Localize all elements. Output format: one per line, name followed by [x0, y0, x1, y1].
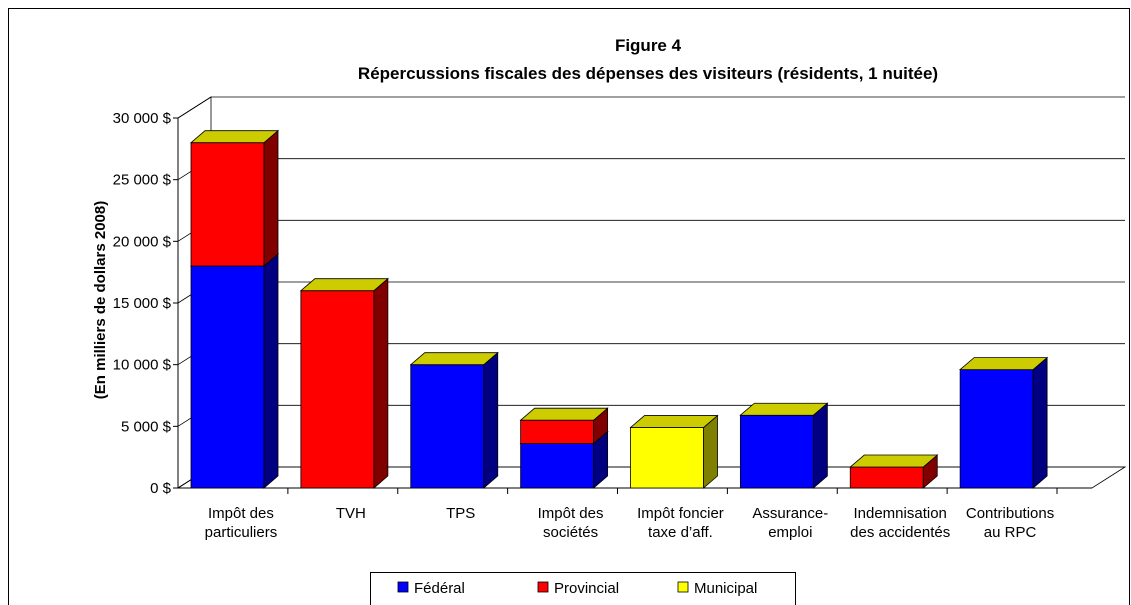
bar-front [959, 369, 1034, 489]
bar-segment [849, 454, 939, 468]
legend-swatch [677, 581, 689, 593]
bar-top [849, 454, 939, 468]
bar-side [483, 351, 499, 489]
bar-front [520, 419, 595, 444]
legend-label: Provincial [554, 580, 619, 597]
bar-segment [189, 130, 280, 144]
x-tick-label: Impôt des sociétés [538, 505, 604, 541]
x-tick-label: Assurance-emploi [752, 505, 828, 541]
x-tick-label: Impôt foncier taxe d’aff. [637, 505, 724, 541]
bar-front [739, 414, 814, 489]
bar-top [519, 407, 609, 421]
bar-segment [299, 278, 389, 292]
y-tick-label: 15 000 $ [113, 295, 172, 312]
bar-top [189, 130, 280, 144]
bar-segment [959, 356, 1048, 489]
bar-front [520, 443, 595, 489]
x-tick-label: Indemnisation des accidentés [850, 505, 950, 541]
bar-side [1032, 356, 1048, 489]
legend-swatch [537, 581, 549, 593]
bar-segment [410, 351, 499, 489]
y-tick-label: 20 000 $ [113, 233, 172, 250]
y-tick-label: 25 000 $ [113, 172, 172, 189]
legend-box [370, 572, 796, 605]
bar-top [959, 357, 1049, 371]
x-tick-label: TVH [336, 505, 366, 522]
x-tick-label: Contributions au RPC [966, 505, 1054, 541]
y-tick-label: 5 000 $ [121, 418, 172, 435]
bar-front [190, 265, 265, 489]
bar-segment [739, 402, 828, 489]
legend-label: Fédéral [414, 580, 465, 597]
chart-subtitle: Répercussions fiscales des dépenses des … [358, 64, 938, 83]
grid-line-side [177, 96, 212, 119]
legend-label: Municipal [694, 580, 757, 597]
bar-top [739, 402, 829, 416]
bar-segment [409, 352, 499, 366]
bar-top [409, 352, 499, 366]
chart-title: Figure 4 [615, 36, 682, 55]
bar-front [410, 364, 485, 489]
bar-front [849, 466, 924, 489]
y-tick-label: 30 000 $ [113, 110, 172, 127]
bar-segment [519, 407, 609, 421]
bar-segment [849, 454, 938, 489]
y-axis-label: (En milliers de dollars 2008) [92, 201, 109, 399]
bar-front [300, 290, 375, 489]
bar-top [629, 415, 719, 428]
bar-side [812, 402, 828, 489]
y-tick-label: 10 000 $ [113, 357, 172, 374]
x-tick-label: TPS [446, 505, 475, 522]
bar-segment [189, 253, 280, 489]
y-tick-label: 0 $ [150, 480, 172, 497]
bar-side [703, 414, 718, 489]
bar-top [299, 278, 389, 292]
bar-segment [959, 357, 1049, 371]
bar-side [263, 253, 279, 489]
bar-segment [629, 414, 719, 489]
legend-swatch [397, 581, 409, 593]
bar-segment [739, 402, 829, 416]
bar-side [263, 129, 279, 267]
bar-segment [300, 277, 389, 489]
bar-front [630, 427, 704, 489]
bar-segment [520, 407, 609, 445]
x-tick-label: Impôt des particuliers [205, 505, 278, 541]
bar-segment [190, 129, 279, 267]
bar-side [373, 277, 389, 489]
bar-front [190, 142, 265, 267]
